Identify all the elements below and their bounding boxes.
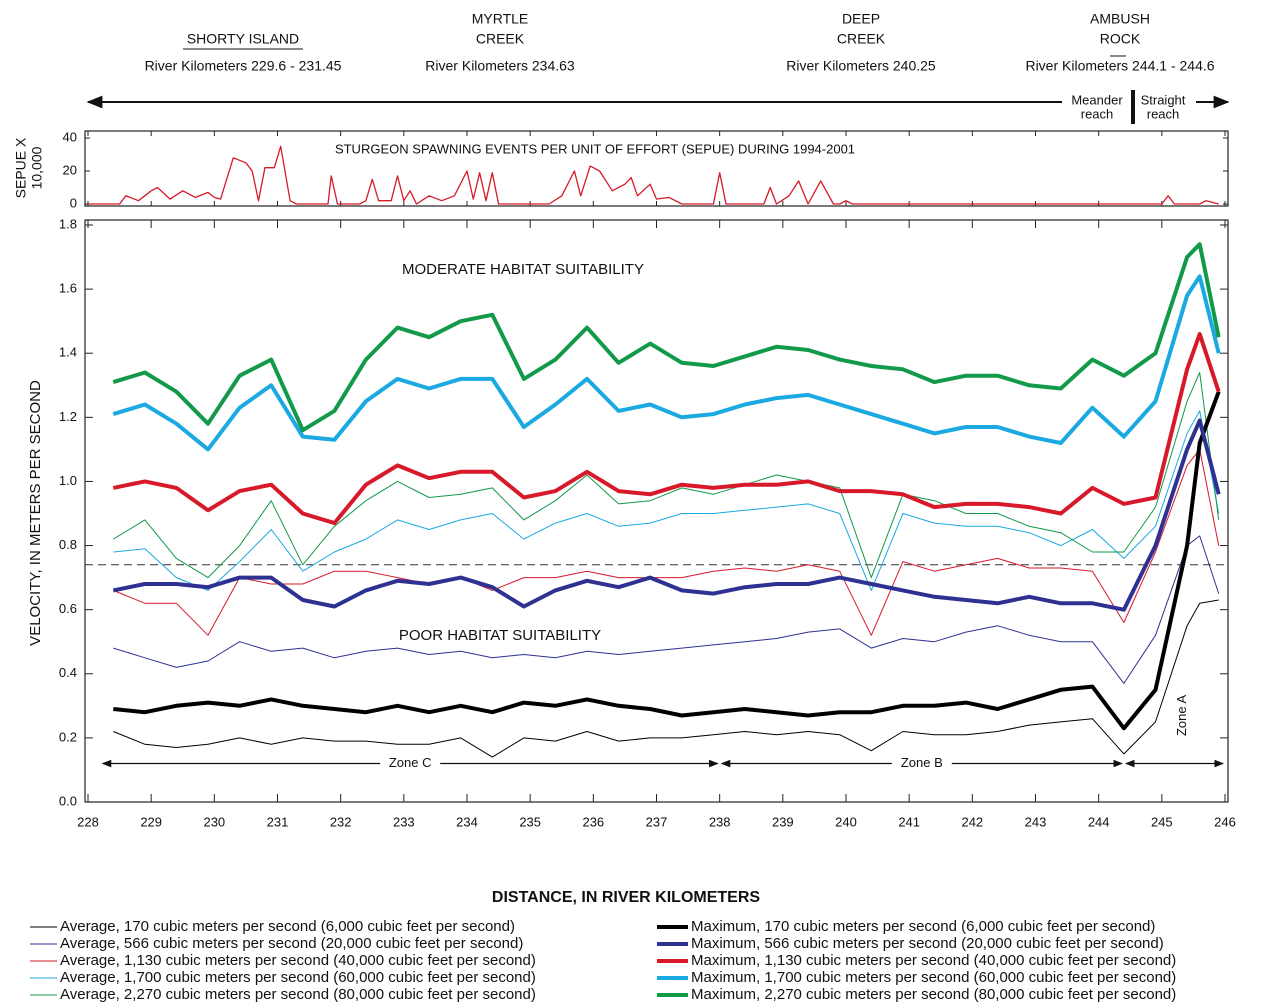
x-tick-label: 232 xyxy=(330,814,352,829)
location-name: CREEK xyxy=(837,31,886,47)
location-name: AMBUSH xyxy=(1090,11,1150,27)
legend-label: Maximum, 2,270 cubic meters per second (… xyxy=(691,986,1176,1003)
legend-label: Maximum, 170 cubic meters per second (6,… xyxy=(691,918,1155,935)
y-axis-title: SEPUE X xyxy=(13,137,29,198)
location-name: SHORTY ISLAND xyxy=(187,31,299,47)
reach-label: Meander xyxy=(1071,92,1123,107)
data-line xyxy=(113,391,1221,731)
legend-label: Maximum, 1,700 cubic meters per second (… xyxy=(691,969,1176,986)
location-name: ROCK xyxy=(1100,31,1141,47)
data-line xyxy=(113,372,1220,579)
zone-label: Zone A xyxy=(1174,695,1189,737)
x-tick-label: 237 xyxy=(646,814,668,829)
y-tick-label: 20 xyxy=(63,162,77,177)
data-line xyxy=(112,418,1221,612)
y-tick-label: 0.2 xyxy=(59,729,77,744)
y-tick-label: 1.0 xyxy=(59,473,77,488)
legend-label: Average, 170 cubic meters per second (6,… xyxy=(60,918,515,935)
location-range: River Kilometers 244.1 - 244.6 xyxy=(1025,58,1214,74)
y-tick-label: 0.0 xyxy=(59,793,77,808)
y-tick-label: 0.4 xyxy=(59,665,77,680)
x-tick-label: 233 xyxy=(393,814,415,829)
x-tick-label: 239 xyxy=(772,814,794,829)
x-tick-label: 231 xyxy=(267,814,289,829)
zone-label-bg xyxy=(380,754,441,773)
y-tick-label: 1.6 xyxy=(59,281,77,296)
x-tick-label: 238 xyxy=(709,814,731,829)
reach-label: reach xyxy=(1081,106,1114,121)
x-tick-label: 242 xyxy=(961,814,983,829)
y-axis-title: VELOCITY, IN METERS PER SECOND xyxy=(27,380,44,646)
y-axis-title: 10,000 xyxy=(29,146,45,189)
x-tick-label: 244 xyxy=(1088,814,1110,829)
reach-label: Straight xyxy=(1141,92,1186,107)
y-tick-label: 1.2 xyxy=(59,409,77,424)
y-tick-label: 0.8 xyxy=(59,537,77,552)
location-name: CREEK xyxy=(476,31,525,47)
y-tick-label: 0 xyxy=(70,195,77,210)
x-tick-label: 245 xyxy=(1151,814,1173,829)
y-tick-label: 0.6 xyxy=(59,601,77,616)
y-tick-label: 40 xyxy=(63,129,77,144)
data-line xyxy=(112,242,1221,433)
x-tick-label: 228 xyxy=(77,814,99,829)
x-tick-label: 246 xyxy=(1214,814,1236,829)
x-tick-label: 229 xyxy=(140,814,162,829)
y-tick-label: 1.4 xyxy=(59,345,77,360)
reach-label: reach xyxy=(1147,106,1180,121)
x-tick-label: 243 xyxy=(1025,814,1047,829)
location-range: River Kilometers 240.25 xyxy=(786,58,936,74)
data-line xyxy=(112,274,1221,452)
data-line xyxy=(113,448,1220,636)
location-name: MYRTLE xyxy=(472,11,529,27)
legend-label: Average, 2,270 cubic meters per second (… xyxy=(60,986,536,1003)
x-tick-label: 235 xyxy=(519,814,541,829)
zone-label-bg xyxy=(891,754,952,773)
data-line xyxy=(113,410,1220,591)
data-line xyxy=(112,332,1221,526)
x-tick-label: 236 xyxy=(582,814,604,829)
sepue-title: STURGEON SPAWNING EVENTS PER UNIT OF EFF… xyxy=(335,141,855,156)
x-axis-title: DISTANCE, IN RIVER KILOMETERS xyxy=(492,889,760,906)
x-tick-label: 234 xyxy=(456,814,478,829)
annotation: MODERATE HABITAT SUITABILITY xyxy=(402,261,644,278)
zone-label: Zone C xyxy=(389,755,432,770)
annotation: POOR HABITAT SUITABILITY xyxy=(399,627,601,644)
zone-label: Zone B xyxy=(901,755,943,770)
location-name: DEEP xyxy=(842,11,880,27)
legend-label: Maximum, 566 cubic meters per second (20… xyxy=(691,935,1164,952)
data-line xyxy=(113,599,1219,758)
legend-label: Average, 566 cubic meters per second (20… xyxy=(60,935,523,952)
x-tick-label: 240 xyxy=(835,814,857,829)
legend-label: Average, 1,700 cubic meters per second (… xyxy=(60,969,536,986)
data-line xyxy=(88,145,1219,205)
x-tick-label: 241 xyxy=(898,814,920,829)
data-line xyxy=(113,535,1220,684)
location-range: River Kilometers 234.63 xyxy=(425,58,575,74)
y-tick-label: 1.8 xyxy=(59,216,77,231)
x-tick-label: 230 xyxy=(203,814,225,829)
legend-label: Maximum, 1,130 cubic meters per second (… xyxy=(691,952,1176,969)
legend-label: Average, 1,130 cubic meters per second (… xyxy=(60,952,536,969)
location-range: River Kilometers 229.6 - 231.45 xyxy=(145,58,342,74)
